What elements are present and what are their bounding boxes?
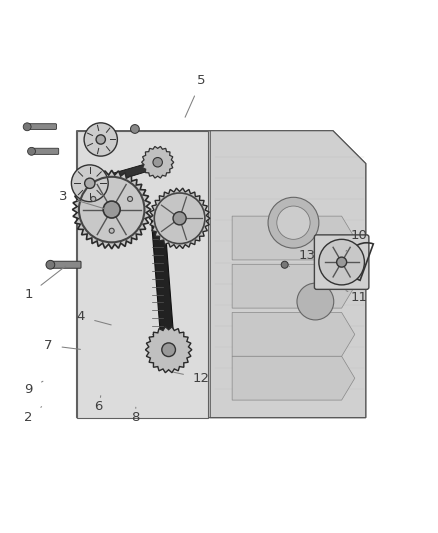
Circle shape <box>91 197 96 201</box>
Circle shape <box>281 261 288 268</box>
Circle shape <box>127 197 133 201</box>
FancyBboxPatch shape <box>49 261 81 268</box>
Circle shape <box>153 158 162 167</box>
Text: 5: 5 <box>185 74 206 117</box>
Circle shape <box>84 123 117 156</box>
Circle shape <box>337 257 346 267</box>
Circle shape <box>297 283 334 320</box>
Polygon shape <box>210 131 366 418</box>
Circle shape <box>71 165 108 201</box>
Circle shape <box>319 239 364 285</box>
Circle shape <box>268 197 319 248</box>
Circle shape <box>46 260 55 269</box>
FancyBboxPatch shape <box>26 124 57 130</box>
Text: 4: 4 <box>77 310 111 325</box>
Text: 13: 13 <box>289 249 315 266</box>
Circle shape <box>85 178 95 189</box>
Polygon shape <box>77 131 366 418</box>
Polygon shape <box>85 159 173 188</box>
Circle shape <box>96 135 106 144</box>
Circle shape <box>103 201 120 218</box>
Polygon shape <box>232 312 355 356</box>
Circle shape <box>277 206 310 239</box>
Text: 3: 3 <box>59 190 105 209</box>
Polygon shape <box>232 216 355 260</box>
Polygon shape <box>232 356 355 400</box>
Circle shape <box>173 212 186 225</box>
Circle shape <box>131 125 139 133</box>
Text: 2: 2 <box>24 407 42 424</box>
FancyBboxPatch shape <box>31 148 59 155</box>
Text: 1: 1 <box>24 266 66 302</box>
Polygon shape <box>141 147 174 178</box>
Circle shape <box>162 343 176 357</box>
Polygon shape <box>149 188 210 248</box>
Polygon shape <box>232 264 355 308</box>
Circle shape <box>109 228 114 233</box>
Text: 8: 8 <box>131 407 140 424</box>
Text: 10: 10 <box>346 229 367 251</box>
Text: 7: 7 <box>44 339 81 352</box>
Circle shape <box>28 147 35 155</box>
Polygon shape <box>145 327 192 373</box>
Text: 6: 6 <box>94 395 103 413</box>
Text: 9: 9 <box>24 381 43 395</box>
Text: 11: 11 <box>346 290 367 304</box>
FancyBboxPatch shape <box>314 235 369 289</box>
Polygon shape <box>72 170 151 249</box>
Circle shape <box>23 123 31 131</box>
Text: 12: 12 <box>173 372 210 385</box>
Circle shape <box>113 198 132 217</box>
Polygon shape <box>151 216 175 356</box>
Polygon shape <box>77 131 208 418</box>
